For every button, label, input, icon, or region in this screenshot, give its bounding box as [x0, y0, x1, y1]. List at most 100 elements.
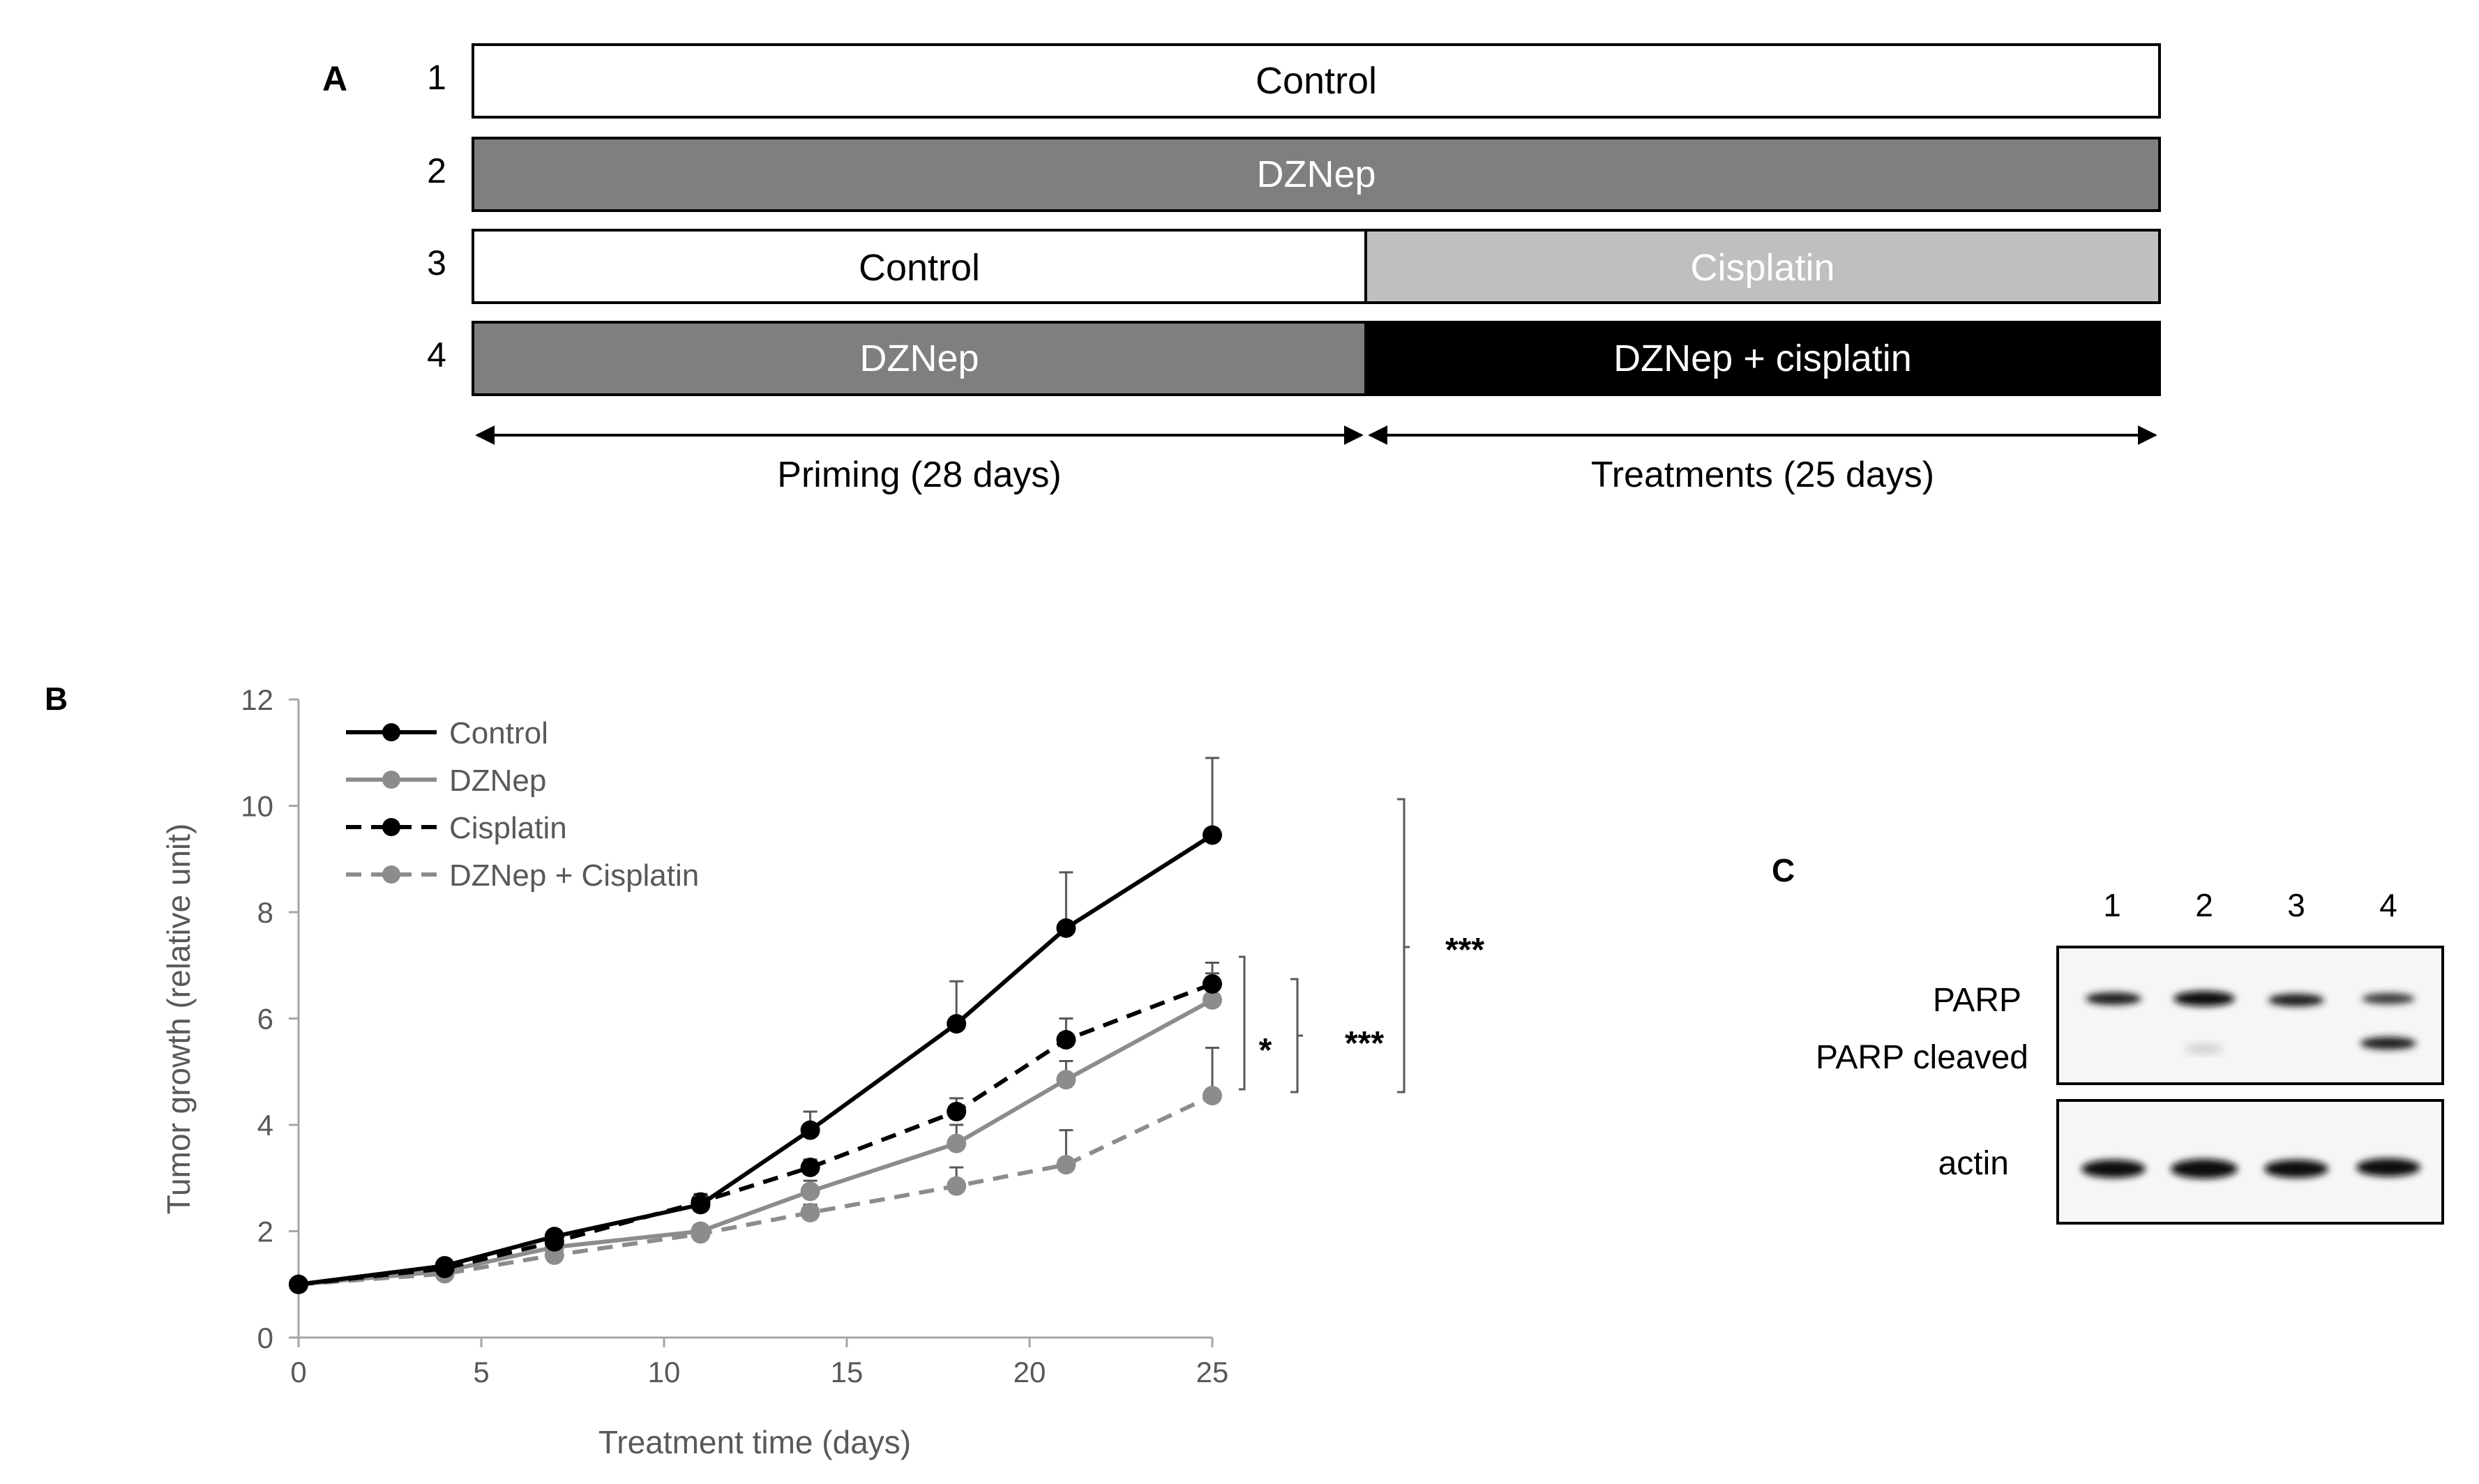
significance-star: ***: [1445, 932, 1484, 969]
band-actin-lane-3: [2264, 1160, 2328, 1178]
panel-c: C 1 2 3 4 PARP PARP cleaved actin: [1772, 852, 2444, 1225]
row-3-bar-cisplatin: [1364, 229, 2161, 304]
axis-ticks: [289, 698, 1214, 1347]
row-3-bar-label-control: Control: [859, 247, 980, 289]
bracket-small: [1239, 955, 1246, 1091]
data-point: [1056, 918, 1076, 938]
panel-b-label: B: [45, 681, 68, 717]
data-point: [1203, 825, 1222, 845]
y-tick-label: 10: [241, 790, 273, 823]
data-point: [1203, 990, 1222, 1010]
series-line: [298, 998, 1214, 1287]
band-parp-lane-2: [2173, 991, 2235, 1006]
treatments-label: Treatments (25 days): [1591, 455, 1934, 495]
data-point: [1056, 1030, 1076, 1050]
row-1-bar-control: [472, 43, 2161, 119]
data-point: [289, 1274, 308, 1294]
band-parp-cleaved-lane-4: [2360, 1037, 2416, 1050]
lane-number: 3: [2287, 887, 2305, 923]
series-dznep: [289, 972, 1222, 1294]
priming-label: Priming (28 days): [777, 455, 1061, 495]
panel-a: A 1 Control 2 DZNep 3 Control Cisplatin …: [322, 43, 2161, 495]
legend: Control DZNep Cisplatin DZNep + Cisplati…: [346, 716, 699, 893]
data-point: [947, 1133, 967, 1153]
x-tick-label: 15: [831, 1356, 864, 1388]
row-4-bar-dznep: [472, 321, 1367, 396]
row-number: 3: [427, 243, 446, 282]
row-3-bar-control: [472, 229, 1367, 304]
series-dznep-cisplatin: [289, 1046, 1222, 1294]
bracket-medium: [1290, 978, 1299, 1093]
legend-label-control: Control: [449, 716, 548, 750]
band-parp-lane-1: [2086, 992, 2141, 1005]
series-line: [298, 1093, 1214, 1287]
legend-marker-control: [382, 723, 400, 741]
legend-marker-dznep-cisplatin: [382, 865, 400, 884]
data-point: [800, 1120, 820, 1140]
band-actin-lane-4: [2356, 1158, 2420, 1176]
band-parp-lane-3: [2268, 994, 2324, 1006]
x-tick-label: 20: [1014, 1356, 1046, 1388]
y-tick-label: 6: [257, 1003, 273, 1036]
legend-marker-dznep: [382, 771, 400, 789]
x-axis-title: Treatment time (days): [598, 1424, 911, 1460]
y-tick-label: 2: [257, 1216, 273, 1248]
row-number: 2: [427, 151, 446, 190]
data-point: [947, 1101, 967, 1121]
row-2-bar-dznep: [472, 137, 2161, 212]
blot-parp: [2056, 946, 2444, 1085]
band-parp-cleaved-lane-2: [2185, 1045, 2224, 1052]
data-point: [1203, 1086, 1222, 1106]
row-4-bar-label-dznep: DZNep: [859, 338, 979, 379]
x-tick-label: 0: [290, 1356, 306, 1388]
blot-label-parp: PARP: [1933, 982, 2021, 1019]
panel-a-label: A: [322, 59, 347, 98]
row-1-bar-label: Control: [1256, 60, 1377, 102]
row-4-bar-dznep-cisplatin: [1364, 321, 2161, 396]
row-3-bar-label-cisplatin: Cisplatin: [1690, 247, 1834, 289]
x-tick-label: 5: [473, 1356, 489, 1388]
x-tick-label: 10: [648, 1356, 681, 1388]
legend-label-dznep: DZNep: [449, 764, 546, 798]
y-tick-label: 4: [257, 1109, 273, 1142]
band-actin-lane-2: [2171, 1159, 2238, 1179]
data-point: [691, 1221, 711, 1241]
row-number: 4: [427, 335, 446, 374]
row-4-bar-label-dznep-cisplatin: DZNep + cisplatin: [1613, 338, 1912, 379]
axis-tick-labels: 0 2 4 6 8 10 12 0 5 10 15 20 25: [241, 683, 1228, 1388]
lane-number: 4: [2379, 887, 2397, 923]
y-tick-label: 12: [241, 683, 273, 716]
legend-label-cisplatin: Cisplatin: [449, 811, 567, 845]
legend-label-dznep-cisplatin: DZNep + Cisplatin: [449, 858, 699, 893]
significance-star: *: [1259, 1032, 1272, 1069]
data-point: [800, 1202, 820, 1222]
data-point: [435, 1256, 455, 1276]
data-point: [800, 1181, 820, 1202]
series-cisplatin: [289, 961, 1222, 1294]
panel-c-label: C: [1772, 852, 1795, 888]
data-point: [1056, 1155, 1076, 1175]
blot-label-parp-cleaved: PARP cleaved: [1816, 1039, 2028, 1076]
legend-marker-cisplatin: [382, 818, 400, 836]
series-line: [298, 833, 1214, 1287]
band-actin-lane-1: [2081, 1160, 2146, 1178]
data-point: [1056, 1070, 1076, 1090]
data-point: [1203, 974, 1222, 994]
panel-b: B 0 2 4 6 8 10 12 0 5 10 15 20 25 Treatment time (da…: [45, 681, 1484, 1460]
band-parp-lane-4: [2362, 993, 2415, 1004]
y-axis-title: Tumor growth (relative unit): [160, 824, 197, 1215]
y-tick-label: 0: [257, 1322, 273, 1354]
row-number: 1: [427, 58, 446, 97]
series-layer: [289, 757, 1222, 1294]
significance-star: ***: [1345, 1025, 1384, 1062]
bracket-large: [1397, 798, 1406, 1093]
series-line: [298, 982, 1214, 1287]
series-control: [289, 757, 1222, 1294]
y-tick-label: 8: [257, 896, 273, 929]
lane-number: 2: [2195, 887, 2213, 923]
data-point: [691, 1195, 711, 1215]
data-point: [947, 1014, 967, 1034]
x-tick-label: 25: [1196, 1356, 1229, 1388]
lane-number: 1: [2103, 887, 2121, 923]
